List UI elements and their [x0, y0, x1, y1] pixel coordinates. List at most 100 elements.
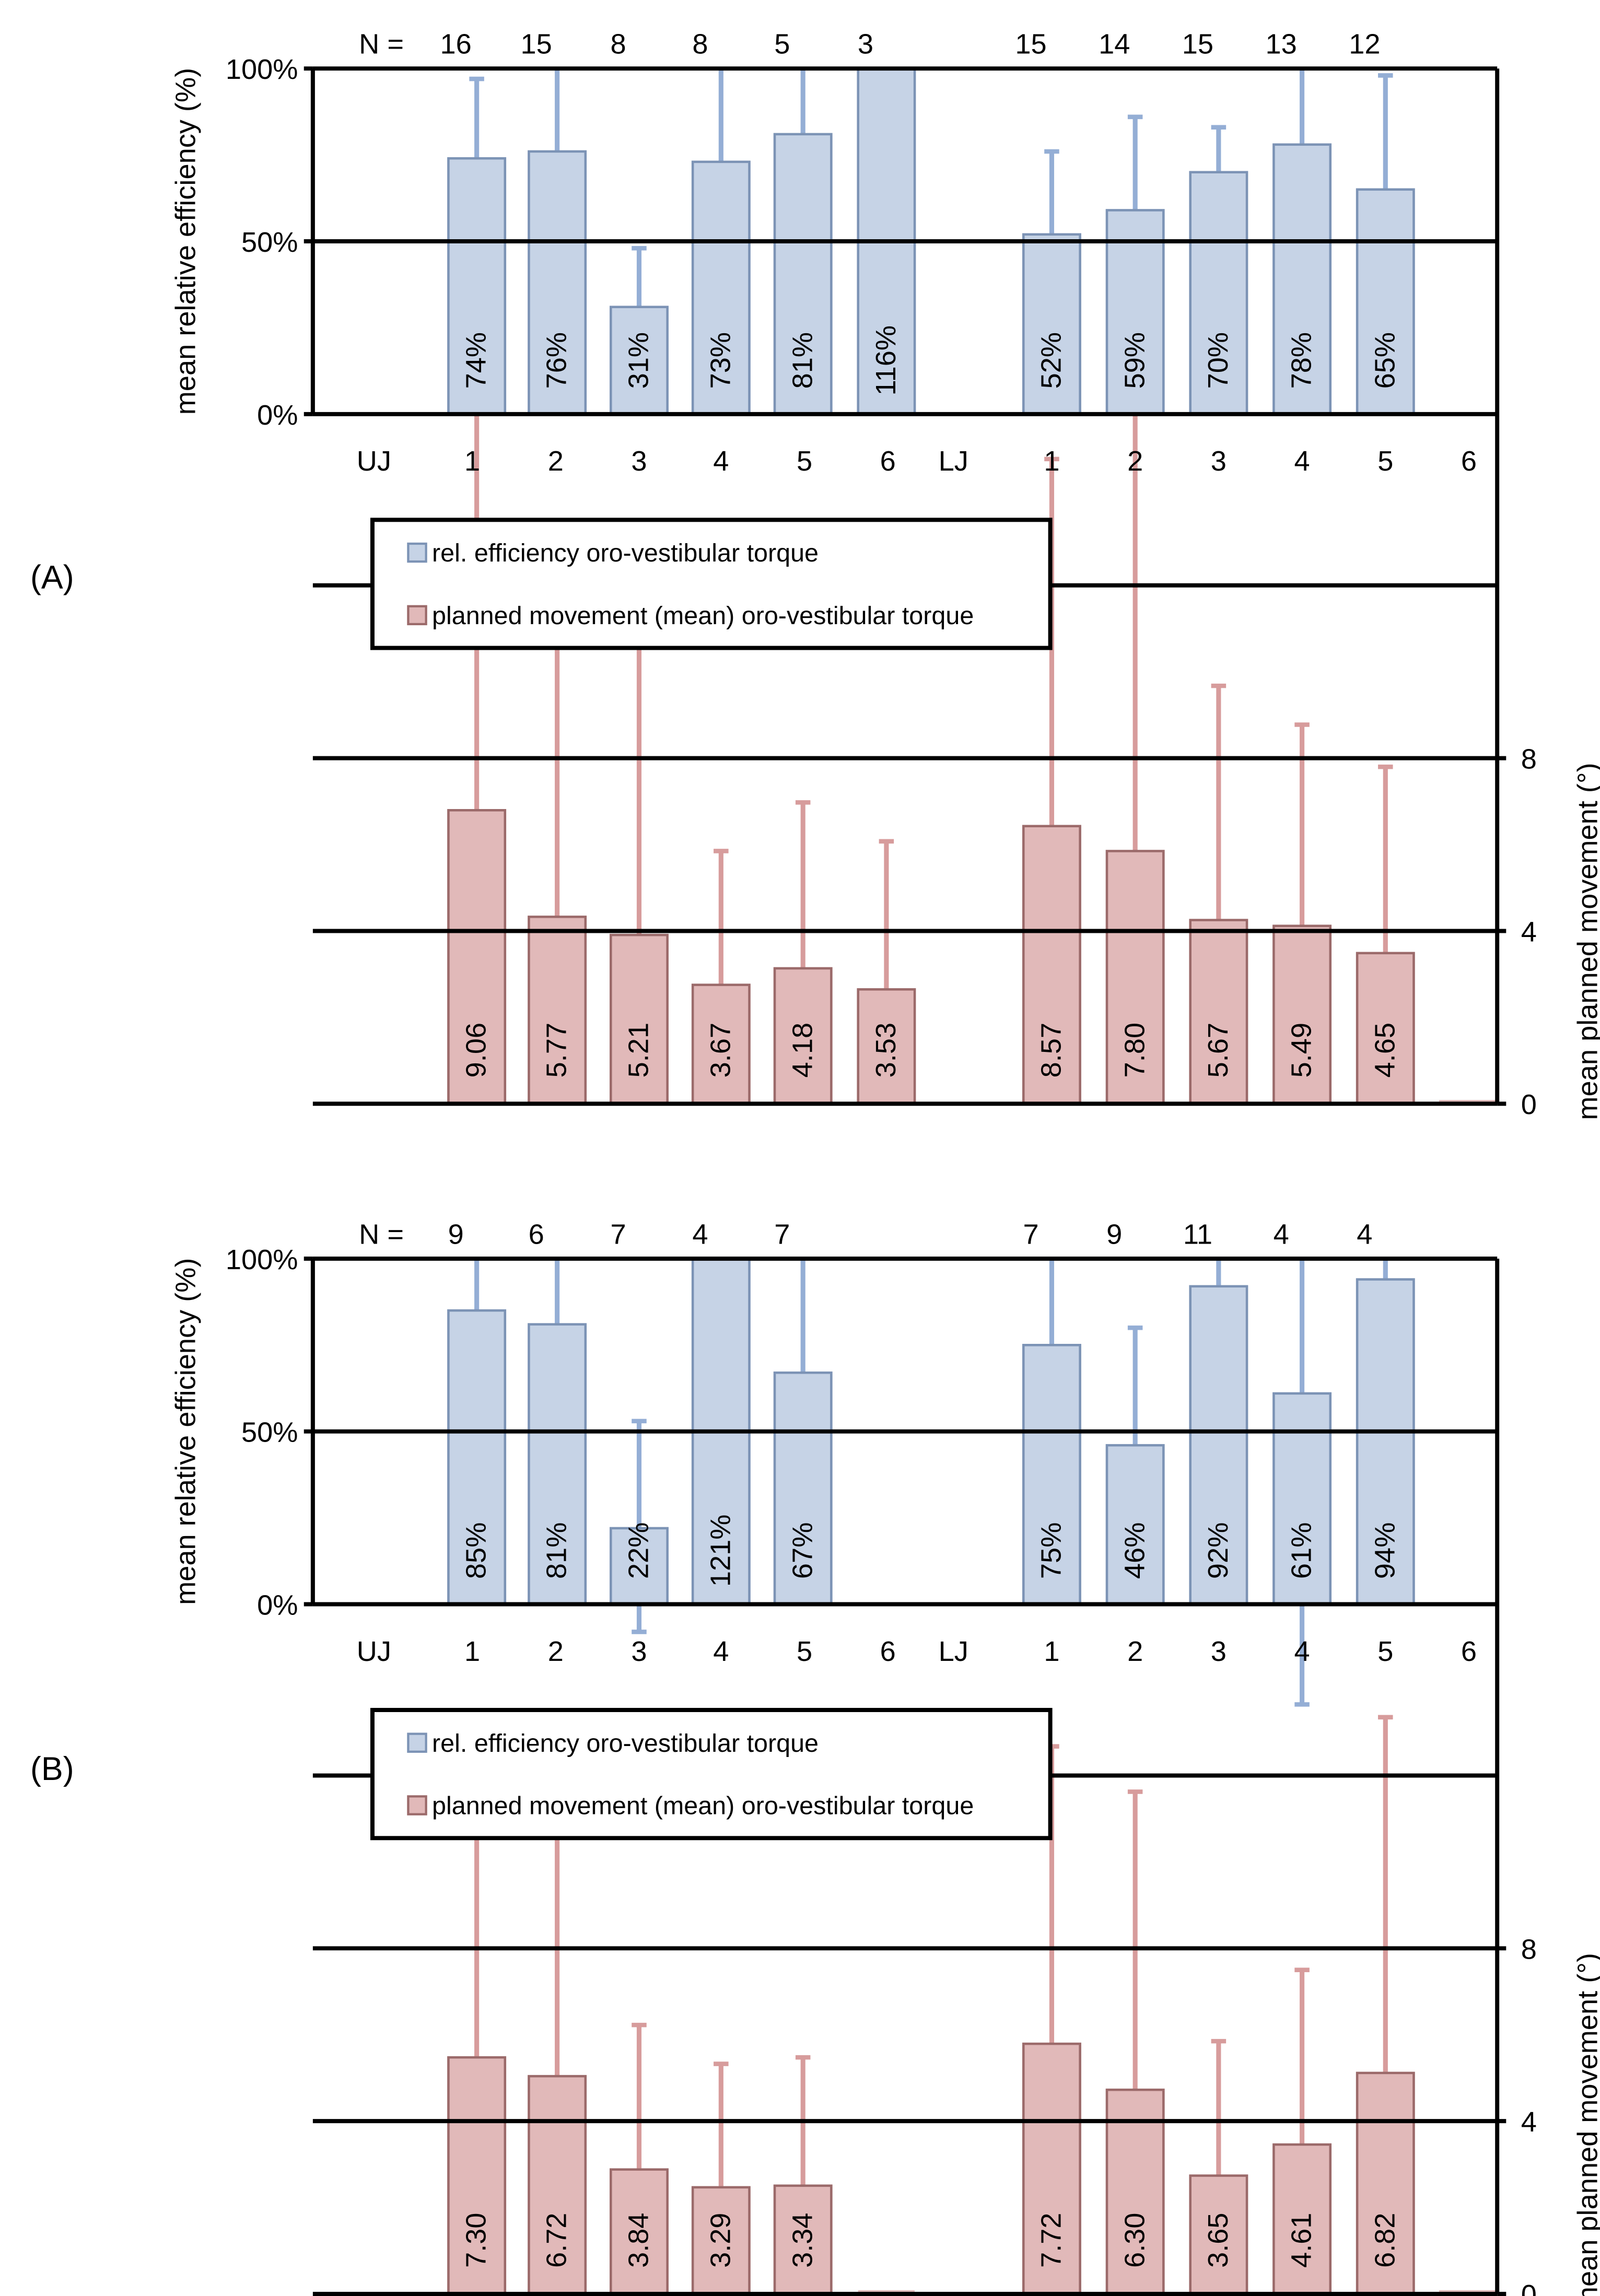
- n-value: 7: [610, 1219, 626, 1250]
- legend: rel. efficiency oro-vestibular torque pla…: [370, 518, 1053, 650]
- movement-value-label: 8.57: [1036, 1023, 1067, 1077]
- movement-bar: [447, 809, 507, 1105]
- category-label: 3: [1211, 1636, 1227, 1667]
- n-value: 15: [1015, 29, 1046, 60]
- n-value: 15: [521, 29, 552, 60]
- efficiency-value-label: 76%: [541, 332, 573, 389]
- movement-bar: [610, 933, 669, 1105]
- category-label: UJ: [357, 446, 391, 477]
- legend-label-movement: planned movement (mean) oro-vestibular t…: [432, 602, 974, 630]
- category-label: 5: [797, 446, 812, 477]
- movement-bar: [1105, 2088, 1165, 2295]
- movement-bar: [1189, 919, 1248, 1105]
- efficiency-value-label: 94%: [1369, 1522, 1400, 1579]
- legend-swatch-movement: [407, 1795, 427, 1815]
- movement-axis-title: mean planned movement (°): [1572, 763, 1600, 1120]
- panel-label: (A): [30, 559, 74, 596]
- movement-value-label: 7.72: [1036, 2213, 1067, 2268]
- efficiency-value-label: 81%: [787, 332, 818, 389]
- movement-bar: [1022, 2042, 1081, 2295]
- n-value: 13: [1266, 29, 1297, 60]
- movement-value-label: 9.06: [461, 1023, 492, 1077]
- movement-tick-label: 4: [1521, 2106, 1537, 2138]
- category-label: 1: [464, 1636, 480, 1667]
- category-label: 4: [1294, 1636, 1310, 1667]
- movement-value-label: 3.67: [705, 1023, 736, 1077]
- category-label: 6: [880, 1636, 896, 1667]
- category-label: 2: [1127, 446, 1143, 477]
- movement-bar: [1022, 825, 1081, 1105]
- category-label: 1: [1044, 446, 1059, 477]
- n-value: 8: [610, 29, 626, 60]
- n-value: 12: [1349, 29, 1380, 60]
- category-label: 6: [880, 446, 896, 477]
- efficiency-bar: [528, 1323, 587, 1606]
- movement-value-label: 4.18: [787, 1023, 818, 1077]
- movement-bar: [1105, 850, 1165, 1105]
- movement-bar: [610, 2168, 669, 2295]
- efficiency-axis-title: mean relative efficiency (%): [170, 68, 202, 415]
- category-label: UJ: [357, 1636, 391, 1667]
- efficiency-value-label: 46%: [1119, 1522, 1150, 1579]
- efficiency-value-label: 121%: [705, 1515, 736, 1587]
- movement-tick-label: 8: [1521, 744, 1537, 775]
- efficiency-tick-label: 100%: [226, 1244, 298, 1275]
- movement-value-label: 3.84: [623, 2213, 655, 2268]
- efficiency-value-label: 78%: [1286, 332, 1317, 389]
- efficiency-bar: [447, 1309, 507, 1606]
- category-label: 4: [1294, 446, 1310, 477]
- n-value: 16: [440, 29, 472, 60]
- efficiency-value-label: 73%: [705, 332, 736, 389]
- category-label: 4: [713, 1636, 729, 1667]
- efficiency-bar: [1105, 1444, 1165, 1606]
- efficiency-value-label: 85%: [461, 1522, 492, 1579]
- movement-tick-label: 4: [1521, 916, 1537, 947]
- efficiency-value-label: 61%: [1286, 1522, 1317, 1579]
- movement-bar: [773, 967, 833, 1105]
- n-value: 11: [1183, 1219, 1212, 1250]
- efficiency-bar: [1105, 209, 1165, 416]
- category-label: 2: [548, 1636, 564, 1667]
- efficiency-bar: [528, 150, 587, 416]
- movement-bar: [528, 916, 587, 1105]
- n-value: 4: [1357, 1219, 1372, 1250]
- category-label: 1: [1044, 1636, 1059, 1667]
- efficiency-bar: [773, 133, 833, 416]
- efficiency-bar: [1272, 143, 1332, 416]
- movement-tick-label: 0: [1521, 1089, 1537, 1120]
- n-value: 4: [692, 1219, 708, 1250]
- efficiency-value-label: 59%: [1119, 332, 1150, 389]
- movement-bar: [1189, 2174, 1248, 2295]
- efficiency-value-label: 67%: [787, 1522, 818, 1579]
- category-label: 5: [1377, 446, 1393, 477]
- n-prefix: N =: [359, 29, 404, 60]
- movement-value-label: 3.65: [1202, 2213, 1234, 2268]
- efficiency-value-label: 31%: [623, 332, 655, 389]
- n-value: 4: [1274, 1219, 1289, 1250]
- category-label: 4: [713, 446, 729, 477]
- movement-bar: [1356, 952, 1415, 1105]
- category-label: 6: [1461, 446, 1477, 477]
- efficiency-value-label: 75%: [1036, 1522, 1067, 1579]
- movement-bar: [1272, 924, 1332, 1105]
- efficiency-tick-label: 50%: [241, 1417, 298, 1448]
- efficiency-bar: [1189, 171, 1248, 416]
- category-label: LJ: [939, 1636, 968, 1667]
- legend-swatch-movement: [407, 605, 427, 626]
- efficiency-bar: [1356, 1278, 1415, 1606]
- movement-value-label: 5.49: [1286, 1023, 1317, 1077]
- category-label: LJ: [939, 446, 968, 477]
- category-label: 2: [548, 446, 564, 477]
- legend-swatch-efficiency: [407, 1732, 427, 1753]
- efficiency-bar: [1022, 233, 1081, 416]
- movement-bar: [857, 988, 916, 1105]
- efficiency-value-label: 92%: [1202, 1522, 1234, 1579]
- efficiency-axis-title: mean relative efficiency (%): [170, 1258, 202, 1605]
- n-value: 5: [774, 29, 790, 60]
- movement-bar: [773, 2184, 833, 2295]
- movement-tick-label: 0: [1521, 2279, 1537, 2296]
- movement-value-label: 5.77: [541, 1023, 573, 1077]
- panel-b: 0% 50% 100% 0 4 8 mean relative efficiency (%)…: [30, 1219, 1600, 2296]
- n-value: 6: [529, 1219, 544, 1250]
